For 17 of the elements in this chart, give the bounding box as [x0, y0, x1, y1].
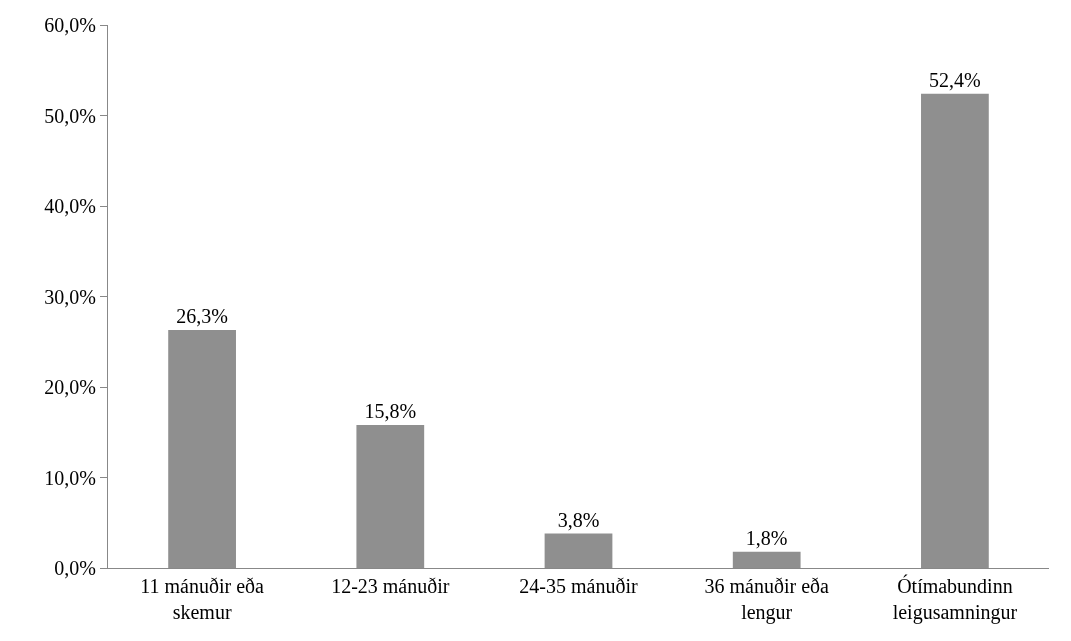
data-label: 52,4%	[929, 68, 981, 91]
data-label: 3,8%	[557, 508, 600, 531]
y-tick-label: 30,0%	[44, 285, 96, 308]
y-tick-label: 0,0%	[54, 557, 96, 579]
y-tick-label: 60,0%	[44, 14, 96, 36]
x-tick-label: Ótímabundinn leigusamningur	[892, 574, 1018, 624]
data-label: 26,3%	[176, 304, 228, 327]
x-tick-label: 36 mánuðir eða lengur	[704, 575, 830, 624]
data-label: 1,8%	[745, 526, 788, 549]
y-tick-label: 50,0%	[44, 104, 96, 127]
x-tick-label: 11 mánuðir eða skemur	[140, 575, 265, 623]
x-tick-label: 24-35 mánuðir	[519, 575, 638, 597]
y-tick-label: 10,0%	[44, 466, 96, 489]
x-tick-label: 12-23 mánuðir	[331, 575, 450, 597]
y-tick-label: 40,0%	[44, 195, 96, 217]
data-label: 15,8%	[364, 400, 417, 423]
y-tick-label: 20,0%	[44, 376, 96, 398]
